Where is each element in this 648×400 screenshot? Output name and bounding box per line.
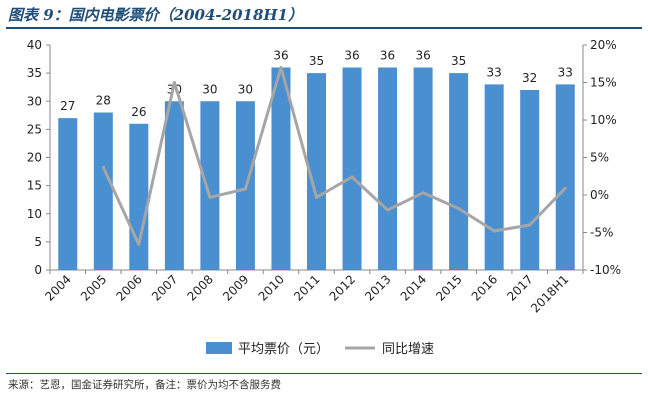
bar bbox=[93, 112, 113, 270]
y-left-tick-label: 10 bbox=[27, 207, 42, 221]
y-left-tick-label: 5 bbox=[34, 235, 42, 249]
y-left-tick-label: 15 bbox=[27, 179, 42, 193]
bar-value-label: 36 bbox=[344, 49, 359, 63]
chart-title: 图表 9：国内电影票价（2004-2018H1） bbox=[8, 6, 303, 24]
y-right-tick-label: 20% bbox=[590, 38, 617, 52]
bar bbox=[555, 84, 575, 270]
x-tick-label: 2016 bbox=[469, 272, 500, 303]
bar-value-label: 35 bbox=[309, 54, 324, 68]
y-right-tick-label: -10% bbox=[590, 263, 621, 277]
bar bbox=[378, 67, 398, 270]
x-tick-label: 2006 bbox=[113, 272, 144, 303]
y-right-tick-label: 5% bbox=[590, 151, 609, 165]
y-left-tick-label: 30 bbox=[27, 94, 42, 108]
x-tick-label: 2018H1 bbox=[528, 272, 571, 315]
y-left-tick-label: 25 bbox=[27, 122, 42, 136]
x-tick-label: 2007 bbox=[149, 272, 180, 303]
title-rule bbox=[6, 27, 642, 29]
bar-value-label: 35 bbox=[451, 54, 466, 68]
bar bbox=[164, 101, 184, 270]
bar-value-label: 36 bbox=[380, 49, 395, 63]
bar bbox=[271, 67, 291, 270]
growth-line-point bbox=[563, 186, 567, 190]
bar-value-label: 28 bbox=[96, 94, 111, 108]
growth-line-point bbox=[315, 195, 318, 199]
bar bbox=[200, 101, 220, 270]
growth-line-point bbox=[457, 207, 461, 210]
x-tick-label: 2017 bbox=[504, 272, 535, 303]
x-tick-label: 2014 bbox=[398, 272, 429, 303]
y-right-tick-label: -5% bbox=[590, 226, 613, 240]
bar-value-label: 26 bbox=[131, 105, 146, 119]
bar-value-label: 30 bbox=[238, 82, 253, 96]
growth-line-point bbox=[279, 66, 283, 69]
x-tick-label: 2013 bbox=[362, 272, 393, 303]
x-tick-label: 2010 bbox=[256, 272, 287, 303]
bar bbox=[129, 123, 149, 270]
y-right-tick-label: 15% bbox=[590, 76, 617, 90]
bar bbox=[307, 73, 326, 270]
bar bbox=[449, 73, 469, 270]
source-note: 来源：艺恩，国金证券研究所，备注：票价为均不含服务费 bbox=[8, 379, 281, 391]
bar-line-chart: 0 5 10 15 20 25 30 35 40 -10% -5% 0% 5% 10% 15% 20% 27 28… bbox=[27, 38, 621, 357]
y-right-tick-label: 10% bbox=[590, 113, 617, 127]
growth-line-point bbox=[386, 208, 390, 212]
growth-line-point bbox=[101, 165, 105, 169]
growth-line-point bbox=[172, 81, 176, 84]
y-left-tick-label: 20 bbox=[27, 151, 42, 165]
growth-line-series bbox=[101, 66, 567, 246]
growth-line-point bbox=[492, 229, 496, 233]
growth-line-point bbox=[208, 195, 212, 199]
y-right-tick-label: 0% bbox=[590, 188, 609, 202]
x-tick-label: 2015 bbox=[433, 272, 464, 303]
growth-line-point bbox=[350, 175, 354, 179]
bar bbox=[342, 67, 362, 270]
bar bbox=[484, 84, 504, 270]
growth-line-point bbox=[243, 187, 247, 191]
bar-value-label: 33 bbox=[558, 65, 573, 79]
legend-label-line: 同比增速 bbox=[382, 342, 434, 357]
bar-value-label: 36 bbox=[415, 49, 430, 63]
bar-value-label: 30 bbox=[202, 82, 217, 96]
x-tick-label: 2005 bbox=[78, 272, 109, 303]
bar bbox=[413, 67, 433, 270]
bar-value-label: 33 bbox=[487, 65, 502, 79]
x-tick-label: 2009 bbox=[220, 272, 251, 303]
y-left-tick-label: 0 bbox=[34, 263, 42, 277]
legend-label-bar: 平均票价（元） bbox=[238, 342, 329, 357]
x-tick-label: 2004 bbox=[42, 272, 73, 303]
y-left-tick-label: 40 bbox=[27, 38, 42, 52]
growth-line-point bbox=[137, 243, 141, 246]
growth-line-point bbox=[528, 223, 532, 227]
x-tick-label: 2008 bbox=[185, 272, 216, 303]
bar bbox=[520, 90, 540, 270]
bar-value-label: 32 bbox=[522, 71, 537, 85]
source-rule bbox=[6, 373, 642, 374]
bar bbox=[58, 118, 78, 270]
x-tick-label: 2012 bbox=[327, 272, 358, 303]
growth-line-point bbox=[421, 191, 425, 195]
legend-swatch-bar bbox=[206, 342, 232, 354]
y-left-tick-label: 35 bbox=[27, 66, 42, 80]
x-tick-label: 2011 bbox=[291, 272, 322, 303]
bar-value-label: 36 bbox=[273, 49, 288, 63]
bar-value-label: 27 bbox=[60, 99, 75, 113]
